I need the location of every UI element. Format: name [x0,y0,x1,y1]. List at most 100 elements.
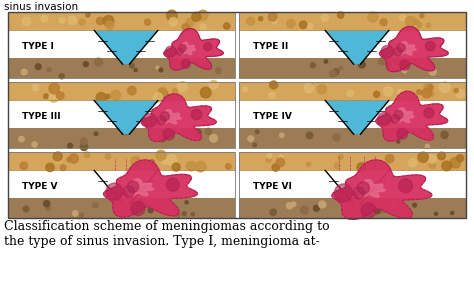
Circle shape [413,203,417,207]
Circle shape [357,163,366,172]
Circle shape [166,10,177,21]
Bar [239,82,466,148]
Circle shape [226,164,231,169]
Circle shape [429,162,436,168]
Circle shape [148,208,153,213]
Circle shape [134,68,137,72]
Circle shape [402,69,407,73]
Circle shape [131,202,145,215]
Circle shape [175,213,180,218]
Circle shape [386,129,391,134]
Circle shape [321,14,328,21]
Circle shape [324,60,328,63]
Circle shape [392,137,396,141]
Bar [239,82,466,148]
Circle shape [451,211,454,215]
Circle shape [32,84,38,91]
Polygon shape [158,110,181,124]
Circle shape [385,155,394,163]
Bar [8,12,466,218]
Text: the type of sinus invasion. Type I, meningioma at-: the type of sinus invasion. Type I, meni… [4,235,320,248]
Circle shape [130,64,134,68]
Circle shape [429,92,434,96]
Polygon shape [355,180,385,197]
Circle shape [186,18,195,26]
Circle shape [35,64,41,70]
Circle shape [169,18,177,26]
Circle shape [409,23,416,30]
Circle shape [442,161,452,171]
Circle shape [162,160,166,164]
Circle shape [380,19,387,26]
Circle shape [243,87,247,92]
Circle shape [68,16,77,25]
Circle shape [333,69,339,75]
Circle shape [44,200,50,207]
Bar [8,82,235,100]
Circle shape [397,44,405,52]
Circle shape [176,48,183,55]
Circle shape [93,202,98,208]
Circle shape [358,61,365,68]
Bar [239,152,466,171]
Bar [239,12,466,78]
Circle shape [255,130,259,134]
Circle shape [394,48,402,56]
Circle shape [111,90,120,100]
Circle shape [426,23,431,28]
Circle shape [391,201,397,206]
Bar [8,12,235,78]
Polygon shape [141,94,216,142]
Circle shape [357,182,369,194]
Circle shape [166,178,179,191]
Circle shape [158,88,167,97]
Circle shape [106,21,114,30]
Circle shape [271,18,277,24]
Circle shape [56,92,64,99]
Circle shape [192,12,201,21]
Bar [8,152,235,218]
Bar [8,152,235,171]
Circle shape [153,93,163,102]
Circle shape [182,212,186,215]
Circle shape [55,88,62,95]
Circle shape [194,129,201,136]
Bar [239,12,466,78]
Circle shape [166,155,177,165]
Text: TYPE II: TYPE II [253,42,288,51]
Circle shape [131,157,140,166]
Bar [239,30,466,58]
Circle shape [253,143,256,147]
Circle shape [424,108,434,118]
Circle shape [158,134,166,142]
Text: Classification scheme of meningiomas according to: Classification scheme of meningiomas acc… [4,220,329,233]
Polygon shape [392,108,414,123]
Circle shape [182,24,190,31]
Circle shape [383,87,393,96]
Circle shape [94,132,98,135]
Bar [8,12,235,30]
Circle shape [47,68,51,72]
Circle shape [391,115,400,123]
Circle shape [97,17,104,25]
Circle shape [172,163,180,171]
Bar [8,82,235,148]
Circle shape [287,19,295,28]
Circle shape [95,58,102,66]
Circle shape [381,45,393,58]
Circle shape [270,81,278,89]
Circle shape [86,13,90,17]
Circle shape [21,69,27,75]
Bar [239,100,466,128]
Circle shape [69,154,78,163]
Text: TYPE V: TYPE V [22,182,57,191]
Circle shape [424,83,433,92]
Circle shape [301,206,309,214]
Circle shape [270,209,276,215]
Circle shape [438,152,446,160]
Text: TYPE VI: TYPE VI [253,182,292,191]
Circle shape [434,212,438,215]
Circle shape [105,154,110,159]
Polygon shape [94,30,158,64]
Circle shape [248,136,254,142]
